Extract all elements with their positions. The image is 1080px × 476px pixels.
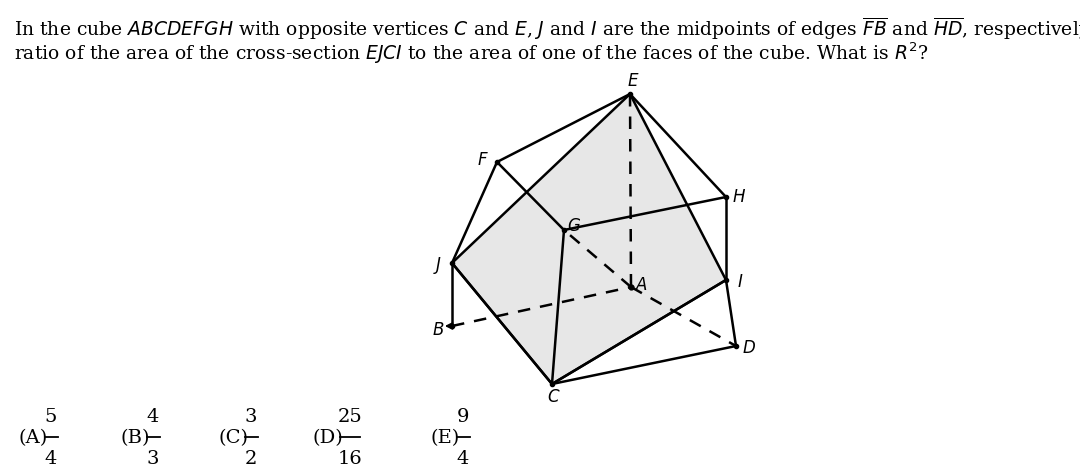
Text: In the cube $ABCDEFGH$ with opposite vertices $C$ and $E$, $J$ and $I$ are the m: In the cube $ABCDEFGH$ with opposite ver… (14, 15, 1080, 41)
Text: $\mathit{J}$: $\mathit{J}$ (433, 255, 443, 276)
Polygon shape (453, 95, 726, 384)
Text: 3: 3 (147, 449, 159, 467)
Text: 4: 4 (147, 407, 159, 425)
Text: $\mathit{C}$: $\mathit{C}$ (548, 389, 561, 406)
Text: 5: 5 (44, 407, 57, 425)
Text: 2: 2 (245, 449, 257, 467)
Text: $\mathit{D}$: $\mathit{D}$ (742, 340, 756, 357)
Text: 25: 25 (338, 407, 363, 425)
Text: (B): (B) (120, 428, 149, 446)
Text: $\mathit{G}$: $\mathit{G}$ (567, 218, 581, 235)
Text: (C): (C) (218, 428, 248, 446)
Text: $\mathit{A}$: $\mathit{A}$ (635, 277, 649, 294)
Text: $\mathit{I}$: $\mathit{I}$ (737, 274, 743, 291)
Text: ratio of the area of the cross-section $EJCI$ to the area of one of the faces of: ratio of the area of the cross-section $… (14, 40, 929, 65)
Text: (A): (A) (18, 428, 48, 446)
Text: (E): (E) (430, 428, 459, 446)
Text: 3: 3 (245, 407, 257, 425)
Text: (D): (D) (312, 428, 342, 446)
Text: $\mathit{B}$: $\mathit{B}$ (432, 322, 444, 339)
Text: 4: 4 (44, 449, 57, 467)
Text: $\mathit{H}$: $\mathit{H}$ (732, 189, 746, 206)
Text: $\mathit{F}$: $\mathit{F}$ (477, 152, 489, 169)
Text: 9: 9 (457, 407, 469, 425)
Text: 4: 4 (457, 449, 469, 467)
Text: 16: 16 (338, 449, 363, 467)
Text: $\mathit{E}$: $\mathit{E}$ (626, 72, 639, 89)
